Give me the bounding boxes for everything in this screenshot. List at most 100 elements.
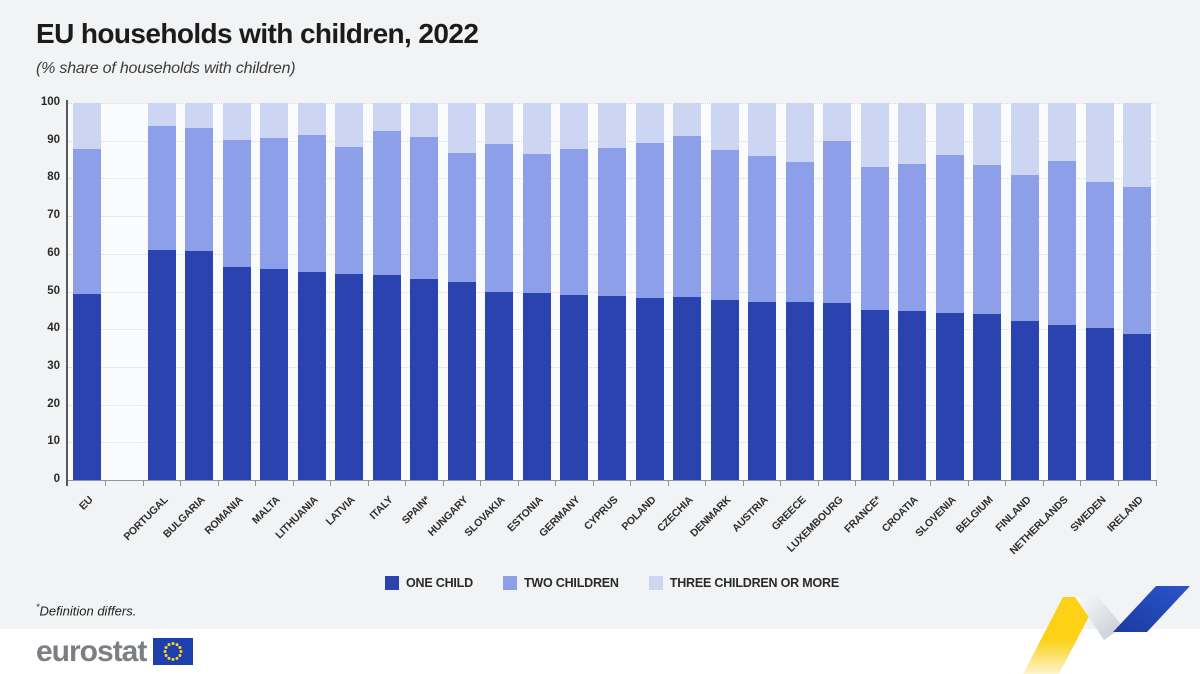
bar-segment-three-children-or-more (335, 103, 364, 148)
bar-segment-one-child (560, 294, 589, 480)
axis-tick (142, 480, 144, 486)
axis-tick (1155, 480, 1157, 486)
axis-tick (667, 480, 669, 486)
bar-segment-three-children-or-more (860, 103, 889, 168)
bar-segment-one-child (673, 297, 702, 480)
bar-segment-one-child (185, 251, 214, 480)
bar-segment-two-children (485, 144, 514, 292)
axis-tick (855, 480, 857, 486)
bar-luxembourg (823, 103, 852, 480)
ribbon-yellow-stripe (1023, 597, 1099, 674)
bar-segment-two-children (1085, 182, 1114, 328)
bar-segment-three-children-or-more (447, 103, 476, 153)
axis-tick (892, 480, 894, 486)
bar-poland (635, 103, 664, 480)
ribbon-blue-stripe (1113, 586, 1190, 632)
bar-estonia (522, 103, 551, 480)
axis-tick (105, 480, 107, 486)
bar-bulgaria (185, 103, 214, 480)
x-axis-line (68, 480, 1156, 481)
bar-segment-two-children (185, 127, 214, 252)
bar-segment-two-children (260, 138, 289, 269)
bar-segment-three-children-or-more (485, 103, 514, 145)
bar-segment-one-child (147, 250, 176, 480)
bar-segment-three-children-or-more (635, 103, 664, 144)
bar-segment-two-children (222, 139, 251, 267)
legend-label: ONE CHILD (406, 576, 473, 590)
stacked-bar-chart (66, 100, 1157, 486)
bar-segment-three-children-or-more (185, 103, 214, 128)
bar-segment-one-child (973, 313, 1002, 480)
bar-eu (72, 103, 101, 480)
bar-segment-one-child (485, 291, 514, 480)
bar-segment-three-children-or-more (898, 103, 927, 164)
eurostat-logo-text: eurostat (36, 634, 147, 668)
bar-segment-three-children-or-more (598, 103, 626, 148)
bar-segment-one-child (748, 301, 777, 480)
legend-label: TWO CHILDREN (523, 576, 619, 590)
bar-hungary (447, 103, 476, 480)
axis-tick (1080, 480, 1082, 486)
bar-segment-two-children (147, 126, 176, 251)
chart-legend: ONE CHILD TWO CHILDREN THREE CHILDREN OR M… (68, 576, 1156, 590)
legend-swatch-icon (502, 576, 517, 590)
axis-tick (1117, 480, 1119, 486)
bar-sweden (1085, 103, 1114, 480)
bar-slovenia (935, 103, 964, 480)
axis-tick (742, 480, 744, 486)
axis-tick (255, 480, 257, 486)
bar-segment-one-child (1123, 333, 1152, 480)
bar-segment-three-children-or-more (1123, 103, 1152, 188)
bar-segment-two-children (1123, 187, 1152, 334)
axis-tick (367, 480, 369, 486)
bar-segment-two-children (935, 155, 964, 314)
bar-segment-three-children-or-more (973, 103, 1002, 166)
bar-segment-three-children-or-more (935, 103, 964, 156)
bar-segment-three-children-or-more (147, 103, 176, 127)
bar-segment-two-children (973, 165, 1002, 314)
y-axis-line (66, 100, 68, 486)
legend-item-three-children-or-more: THREE CHILDREN OR MORE (648, 576, 839, 590)
y-tick-label-0: 0 (53, 473, 60, 485)
legend-swatch-icon (648, 576, 663, 590)
eurostat-logo: eurostat (36, 629, 194, 674)
bar-segment-one-child (335, 273, 364, 480)
y-tick-label-100: 100 (40, 96, 60, 108)
bar-segment-two-children (710, 149, 739, 300)
axis-tick (705, 480, 707, 486)
footnote: *Definition differs. (36, 602, 136, 618)
bar-segment-one-child (410, 279, 439, 480)
bar-segment-two-children (372, 131, 401, 275)
bar-portugal (147, 103, 176, 480)
bar-segment-one-child (635, 297, 664, 480)
bar-segment-three-children-or-more (560, 103, 589, 150)
axis-tick (442, 480, 444, 486)
bar-segment-two-children (1048, 160, 1077, 326)
bar-segment-two-children (72, 149, 101, 294)
bar-segment-two-children (410, 137, 439, 280)
bar-romania (222, 103, 251, 480)
chart-subtitle: (% share of households with children) (36, 60, 296, 77)
bar-segment-one-child (785, 302, 814, 480)
bar-segment-two-children (898, 163, 927, 312)
bar-segment-two-children (635, 143, 664, 298)
axis-tick (480, 480, 482, 486)
bar-segment-three-children-or-more (297, 103, 326, 136)
y-tick-label-60: 60 (47, 246, 60, 259)
bar-segment-two-children (447, 152, 476, 282)
axis-tick (1042, 480, 1044, 486)
bar-segment-two-children (673, 136, 702, 298)
bar-ireland (1123, 103, 1152, 480)
bar-netherlands (1048, 103, 1077, 480)
bar-austria (748, 103, 777, 480)
axis-tick (405, 480, 407, 486)
bar-segment-three-children-or-more (785, 103, 814, 163)
axis-tick (292, 480, 294, 486)
bar-segment-two-children (335, 147, 364, 274)
legend-item-one-child: ONE CHILD (385, 576, 473, 590)
bar-latvia (335, 103, 364, 480)
footnote-asterisk: * (36, 602, 40, 612)
bar-spain (410, 103, 439, 480)
bar-malta (260, 103, 289, 480)
